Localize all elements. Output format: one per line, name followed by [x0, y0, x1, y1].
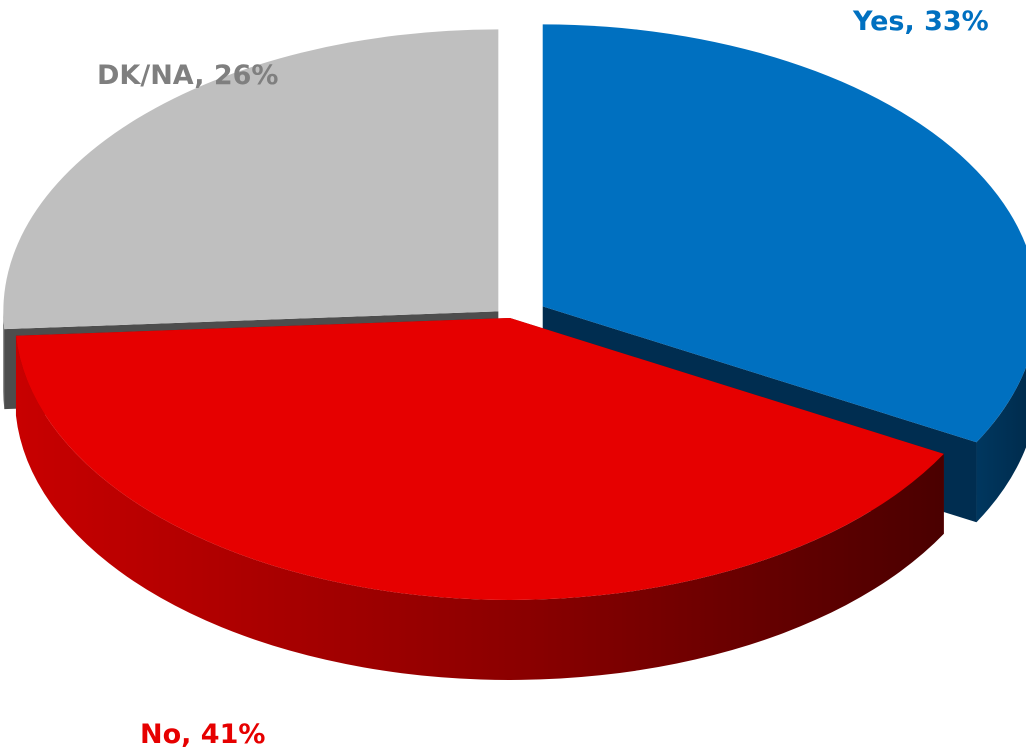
pie-top-no	[15, 318, 944, 601]
slice-label-no: No, 41%	[140, 719, 266, 750]
slice-label-yes: Yes, 33%	[853, 6, 989, 37]
pie-side-dkna	[3, 311, 5, 410]
pie-slice-no	[15, 318, 944, 681]
pie-side-no	[15, 335, 944, 681]
pie-top-dkna	[3, 29, 499, 330]
pie-side-yes	[976, 367, 1026, 523]
slice-label-dkna: DK/NA, 26%	[97, 60, 279, 91]
pie-top-yes	[542, 24, 1026, 443]
pie-slices	[3, 24, 1026, 681]
